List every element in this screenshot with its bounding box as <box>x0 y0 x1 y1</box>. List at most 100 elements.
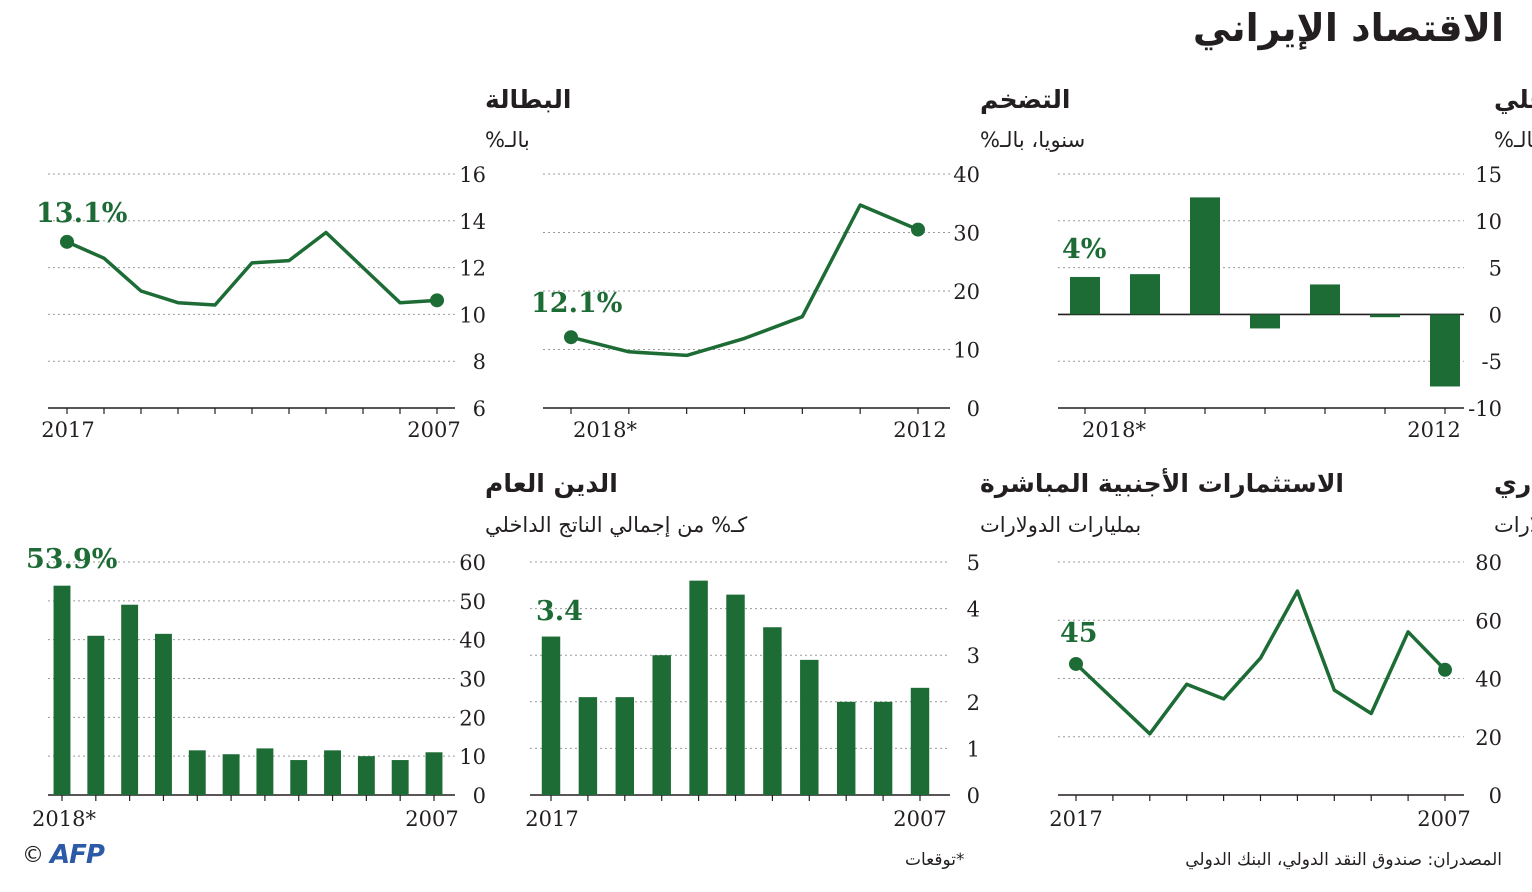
trade-ytick: 20 <box>1475 726 1502 750</box>
trade-ytick: 0 <box>1489 784 1502 808</box>
fdi-bar <box>541 636 561 795</box>
unemployment-ytick: 6 <box>473 397 486 421</box>
unemployment-ytick: 8 <box>473 350 486 374</box>
fdi-bar <box>578 697 598 795</box>
copyright-symbol: © <box>22 842 44 868</box>
inflation-xlabel-first: 2018* <box>573 418 637 442</box>
debt-bar <box>324 750 341 795</box>
gdp-ytick: 0 <box>1489 303 1502 327</box>
fdi-bar <box>615 697 635 795</box>
gdp-bar <box>1070 276 1100 315</box>
fdi-ytick: 5 <box>967 551 980 575</box>
trade-subtitle: تجارة السلع، بمليارات الدولارات <box>1494 513 1532 537</box>
debt-subtitle: كـ% من إجمالي الناتج الداخلي <box>485 513 747 538</box>
unemployment-series-line <box>66 230 438 307</box>
debt-ytick: 30 <box>459 668 486 692</box>
inflation-ytick: 40 <box>953 163 980 187</box>
gdp-title: نمو إجمالي الناتج الداخلي <box>1494 85 1532 115</box>
trade-xlabel-last: 2007 <box>1417 807 1470 831</box>
debt-ytick: 20 <box>459 706 486 730</box>
debt-ytick: 0 <box>473 784 486 808</box>
fdi-ytick: 4 <box>967 598 980 622</box>
forecast-note: *توقعات <box>905 850 965 870</box>
afp-logo-text: AFP <box>50 840 105 870</box>
fdi-bar <box>689 580 708 795</box>
unemployment-ytick: 14 <box>459 210 486 234</box>
inflation-xlabel-last: 2012 <box>893 418 946 442</box>
debt-highlight-label: 53.9% <box>26 544 117 575</box>
unemployment-ytick: 10 <box>459 303 486 327</box>
gdp-bar <box>1190 197 1220 315</box>
gdp-bar <box>1430 314 1460 387</box>
gdp-bar <box>1130 274 1160 315</box>
unemployment-xlabel-last: 2007 <box>407 418 460 442</box>
inflation-ytick: 30 <box>953 222 980 246</box>
inflation-series-line <box>570 203 919 358</box>
page-title: الاقتصاد الإيراني <box>1192 6 1504 50</box>
gdp-ytick: 5 <box>1489 257 1502 281</box>
unemployment-ytick: 16 <box>459 163 486 187</box>
debt-ytick: 60 <box>459 551 486 575</box>
inflation-ytick: 10 <box>953 339 980 363</box>
inflation-ytick: 20 <box>953 280 980 304</box>
fdi-bar <box>873 701 893 795</box>
gdp-xlabel-last: 2012 <box>1407 418 1460 442</box>
debt-ytick: 10 <box>459 745 486 769</box>
fdi-ytick: 1 <box>967 737 980 761</box>
debt-title: الدين العام <box>485 469 618 499</box>
gdp-ytick: 10 <box>1475 210 1502 234</box>
sources-note: المصدران: صندوق النقد الدولي، البنك الدو… <box>1185 850 1502 870</box>
fdi-bar <box>726 594 745 795</box>
debt-xlabel-last: 2007 <box>405 807 458 831</box>
debt-bar <box>87 635 105 795</box>
debt-ytick: 50 <box>459 590 486 614</box>
fdi-highlight-label: 3.4 <box>536 596 583 627</box>
fdi-bar <box>836 701 856 795</box>
unemployment-subtitle: بالـ% <box>485 128 530 152</box>
inflation-ytick: 0 <box>967 397 980 421</box>
gdp-subtitle: سنويا، بالـ% <box>1494 128 1532 152</box>
fdi-subtitle: بمليارات الدولارات <box>980 513 1141 537</box>
trade-start-dot <box>1069 656 1083 671</box>
gdp-ytick: -10 <box>1468 397 1502 421</box>
afp-logo: © AFP <box>22 840 105 870</box>
unemployment-xlabel-first: 2017 <box>41 418 94 442</box>
debt-bar <box>256 748 274 795</box>
gdp-highlight-label: 4% <box>1062 234 1106 265</box>
fdi-bar <box>800 659 819 795</box>
debt-bar <box>53 585 71 795</box>
gdp-bar <box>1250 314 1280 329</box>
gdp-ytick: -5 <box>1482 350 1502 374</box>
unemployment-end-dot <box>430 293 444 308</box>
debt-bar <box>425 752 443 795</box>
trade-ytick: 40 <box>1475 668 1502 692</box>
fdi-ytick: 0 <box>967 784 980 808</box>
trade-xlabel-first: 2017 <box>1049 807 1102 831</box>
unemployment-title: البطالة <box>485 85 571 114</box>
unemployment-highlight-label: 13.1% <box>36 198 127 229</box>
gdp-xlabel-first: 2018* <box>1082 418 1146 442</box>
debt-bar <box>290 760 308 795</box>
debt-bar <box>222 754 240 795</box>
inflation-title: التضخم <box>980 85 1070 114</box>
fdi-bar <box>910 687 930 795</box>
fdi-ytick: 2 <box>967 691 980 715</box>
debt-bar <box>391 760 409 795</box>
fdi-xlabel-first: 2017 <box>525 807 578 831</box>
unemployment-start-dot <box>60 234 74 249</box>
trade-ytick: 60 <box>1475 609 1502 633</box>
trade-end-dot <box>1438 662 1452 677</box>
debt-bar <box>155 633 172 795</box>
debt-ytick: 40 <box>459 629 486 653</box>
fdi-bar <box>763 627 782 795</box>
inflation-highlight-label: 12.1% <box>531 288 622 319</box>
debt-xlabel-first: 2018* <box>32 807 96 831</box>
inflation-end-dot <box>911 222 925 237</box>
trade-highlight-label: 45 <box>1060 618 1098 649</box>
debt-bar <box>188 750 206 795</box>
trade-title: الميزان التجاري <box>1494 469 1532 499</box>
fdi-ytick: 3 <box>967 644 980 668</box>
debt-bar <box>121 604 139 795</box>
trade-ytick: 80 <box>1475 551 1502 575</box>
